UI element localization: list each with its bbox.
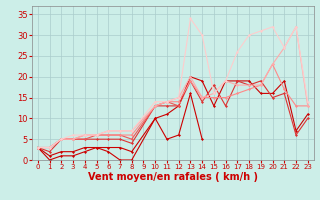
X-axis label: Vent moyen/en rafales ( km/h ): Vent moyen/en rafales ( km/h ) [88,172,258,182]
